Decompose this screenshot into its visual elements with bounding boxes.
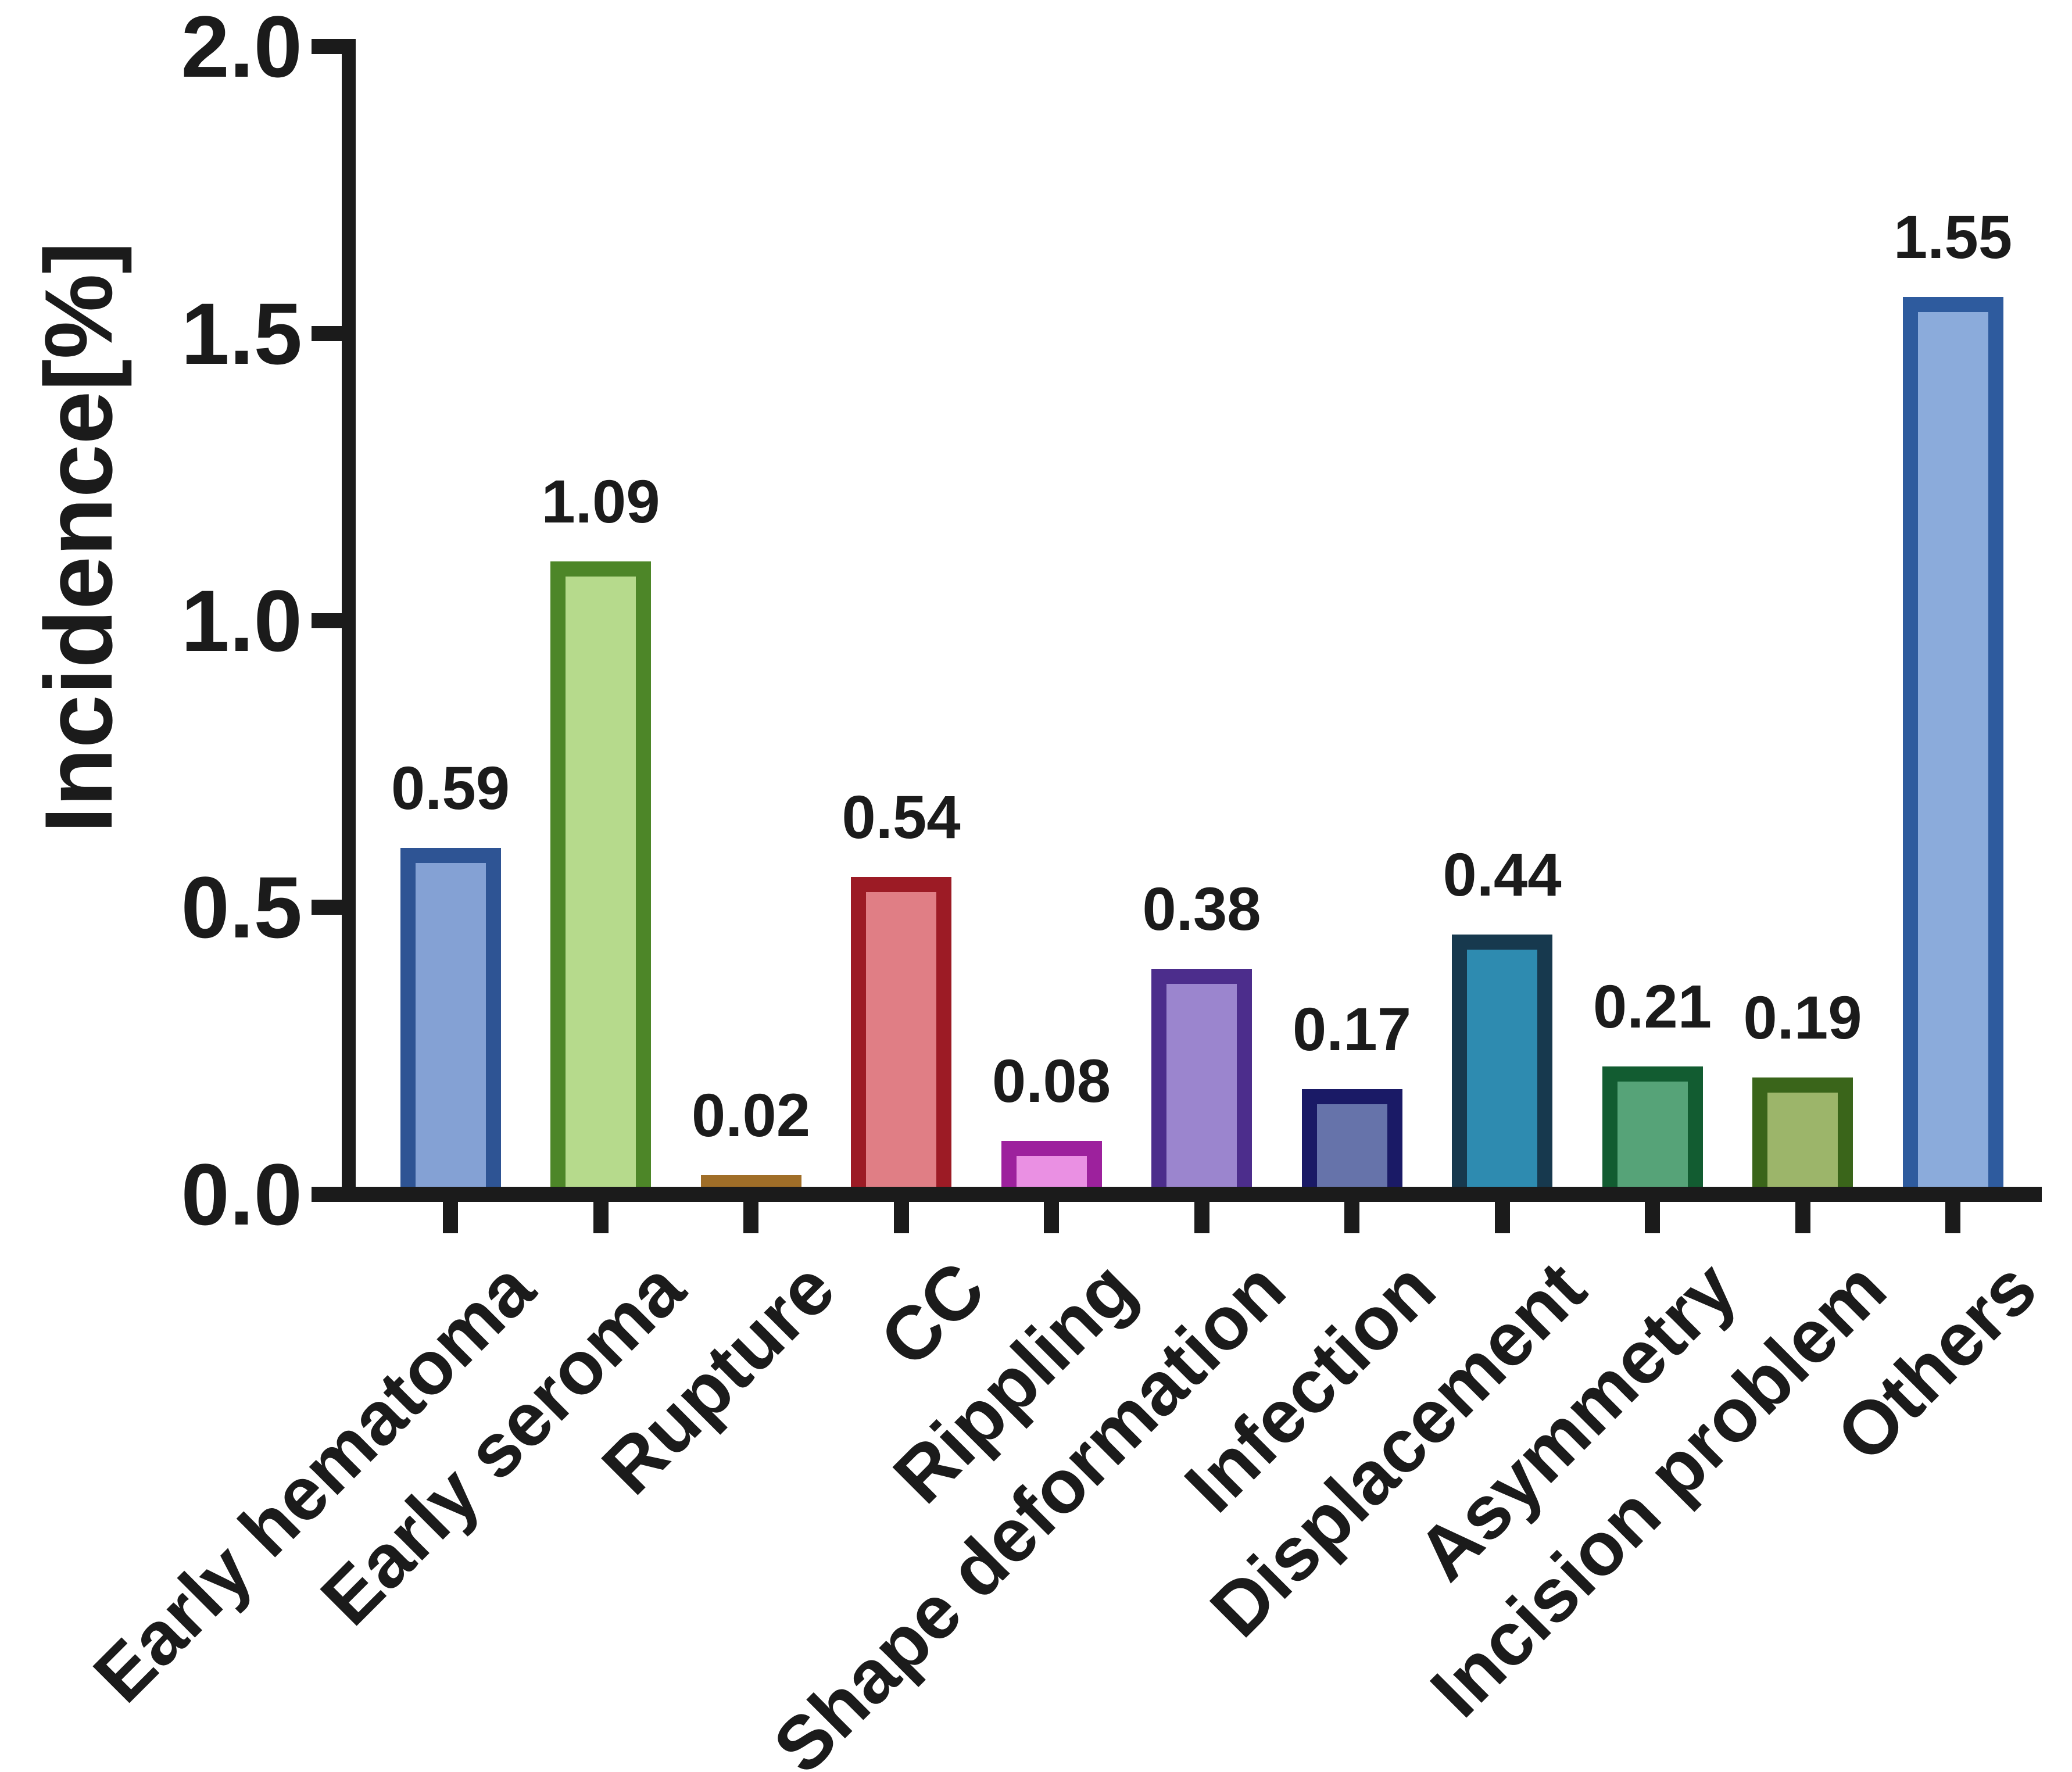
bar-value-label: 0.38	[1142, 875, 1261, 943]
bar-early-seroma	[550, 561, 651, 1188]
x-tick	[1945, 1202, 1960, 1233]
x-tick	[1645, 1202, 1660, 1233]
x-tick	[1044, 1202, 1059, 1233]
bar-rupture	[700, 1175, 801, 1188]
bar-value-label: 0.08	[992, 1047, 1111, 1115]
x-tick	[743, 1202, 758, 1233]
y-tick	[312, 900, 342, 915]
bar-value-label: 0.19	[1743, 984, 1862, 1053]
x-axis-line	[342, 1187, 2042, 1202]
y-tick-label: 2.0	[181, 0, 302, 95]
bar-others	[1902, 297, 2003, 1188]
y-tick-label: 0.5	[181, 858, 302, 957]
bar-incision-problem	[1752, 1077, 1853, 1188]
y-tick	[312, 325, 342, 341]
bar-early-hematoma	[400, 848, 501, 1188]
x-tick	[1494, 1202, 1510, 1233]
bar-value-label: 1.09	[541, 467, 660, 536]
bar-shape-deformation	[1151, 968, 1252, 1188]
bar-value-label: 0.54	[842, 783, 961, 851]
y-tick-label: 1.0	[181, 571, 302, 670]
bar-value-label: 0.02	[691, 1082, 811, 1150]
bar-cc	[851, 876, 951, 1188]
x-tick	[1194, 1202, 1209, 1233]
x-tick	[1344, 1202, 1359, 1233]
bar-displacement	[1452, 934, 1552, 1188]
y-tick-label: 1.5	[181, 284, 302, 382]
y-axis-title: Incidence[%]	[25, 242, 132, 833]
bar-value-label: 0.17	[1292, 996, 1412, 1064]
y-tick	[312, 613, 342, 628]
x-tick	[893, 1202, 909, 1233]
y-tick-label: 0.0	[181, 1145, 302, 1243]
x-tick	[1795, 1202, 1810, 1233]
y-tick	[312, 39, 342, 54]
bar-infection	[1301, 1089, 1402, 1188]
bar-asymmetry	[1602, 1066, 1703, 1188]
y-tick	[312, 1187, 342, 1202]
y-axis-line	[342, 39, 356, 1202]
bar-rippling	[1001, 1141, 1102, 1188]
bar-value-label: 1.55	[1893, 203, 2013, 272]
bar-value-label: 0.59	[391, 754, 510, 823]
bar-value-label: 0.21	[1593, 972, 1712, 1041]
bar-value-label: 0.44	[1443, 840, 1562, 909]
x-tick	[593, 1202, 609, 1233]
x-tick	[443, 1202, 458, 1233]
